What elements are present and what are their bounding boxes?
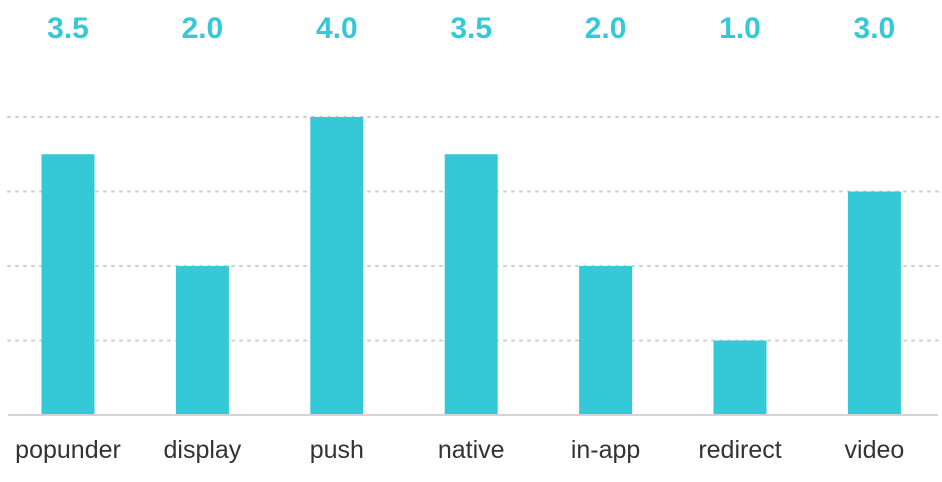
- bar-display: [175, 266, 229, 415]
- category-label-push: push: [310, 436, 364, 464]
- category-label-in-app: in-app: [571, 436, 641, 464]
- category-label-video: video: [845, 436, 905, 464]
- value-label-redirect: 1.0: [719, 12, 761, 45]
- bar-push: [310, 117, 364, 415]
- value-label-native: 3.5: [450, 12, 492, 45]
- bar-in-app: [579, 266, 633, 415]
- value-labels: 3.5 2.0 4.0 3.5 2.0 1.0 3.0: [47, 12, 895, 45]
- value-label-display: 2.0: [182, 12, 224, 45]
- bars: [41, 117, 901, 415]
- value-label-push: 4.0: [316, 12, 358, 45]
- category-label-display: display: [163, 436, 241, 464]
- value-label-in-app: 2.0: [585, 12, 627, 45]
- category-label-popunder: popunder: [15, 436, 121, 464]
- bar-redirect: [713, 340, 767, 415]
- category-label-redirect: redirect: [698, 436, 781, 464]
- value-label-video: 3.0: [854, 12, 896, 45]
- bar-native: [444, 154, 498, 415]
- bar-video: [847, 191, 901, 415]
- category-labels: popunder display push native in-app redirect v…: [15, 436, 904, 464]
- value-label-popunder: 3.5: [47, 12, 89, 45]
- bar-popunder: [41, 154, 95, 415]
- category-label-native: native: [438, 436, 505, 464]
